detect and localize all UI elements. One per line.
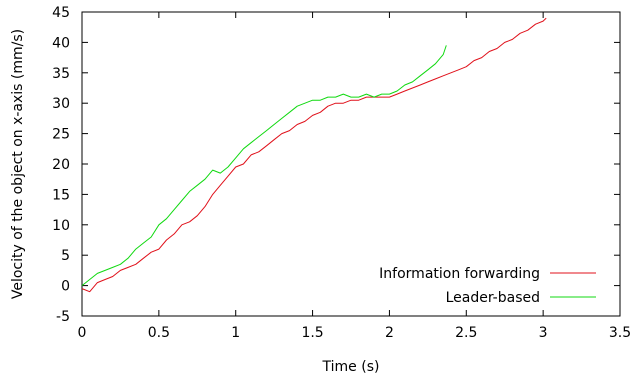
y-tick-label: 40 [52, 35, 70, 51]
x-tick-label: 2 [385, 325, 394, 341]
y-tick-label: 15 [52, 187, 70, 203]
y-tick-label: 30 [52, 96, 70, 112]
series-line-2 [81, 45, 447, 286]
x-tick-label: 1.5 [301, 325, 323, 341]
legend: Information forwarding Leader-based [379, 266, 596, 306]
y-tick-label: 5 [61, 248, 70, 264]
y-tick-label: 20 [52, 157, 70, 173]
y-axis-label: Velocity of the object on x-axis (mm/s) [10, 29, 26, 299]
y-tick-label: 0 [61, 279, 70, 295]
y-tick-label: 10 [52, 218, 70, 234]
x-tick-label: 1 [231, 325, 240, 341]
x-tick-label: 3.5 [609, 325, 630, 341]
series-layer [81, 17, 547, 293]
x-tick-label: 2.5 [455, 325, 477, 341]
x-tick-label: 0.5 [148, 325, 170, 341]
x-tick-label: 0 [78, 325, 87, 341]
legend-label: Leader-based [446, 290, 540, 306]
y-tick-label: 25 [52, 127, 70, 143]
series-line-1 [81, 17, 547, 293]
ticks-layer: 0 0.5 1 1.5 2 2.5 3 3.5 -5 0 5 10 15 20 25 30 35 40 45 [52, 5, 630, 341]
x-axis-label: Time (s) [322, 359, 380, 375]
legend-label: Information forwarding [379, 266, 540, 282]
x-tick-label: 3 [539, 325, 548, 341]
y-tick-label: -5 [56, 309, 70, 325]
y-tick-label: 45 [52, 5, 70, 21]
y-tick-label: 35 [52, 66, 70, 82]
